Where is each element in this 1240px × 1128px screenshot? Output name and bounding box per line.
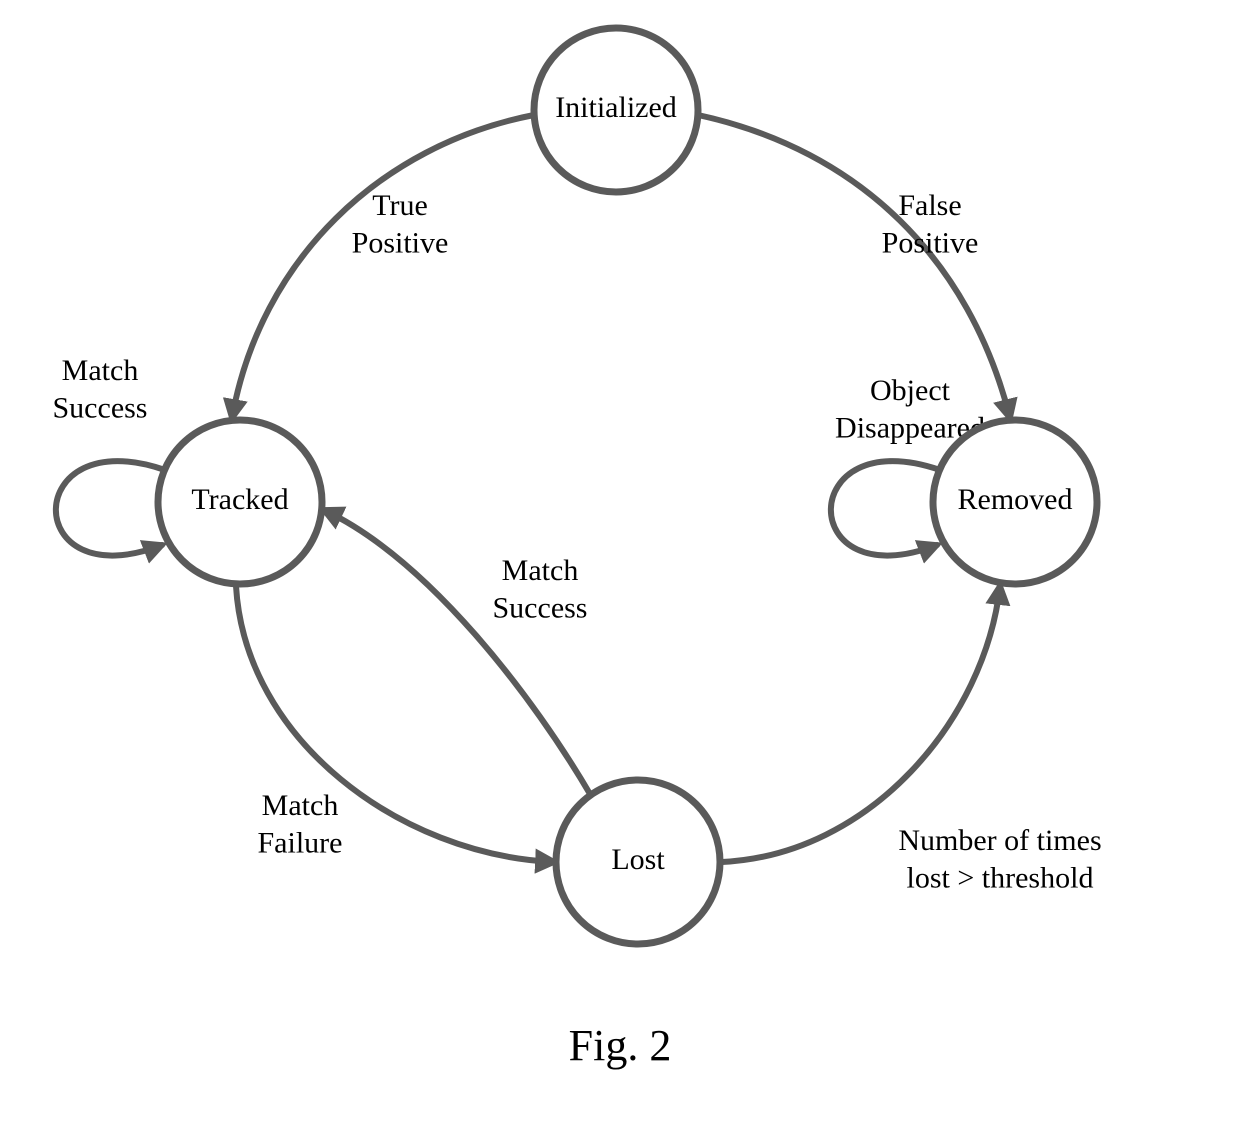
edge-lost-to-removed	[722, 586, 1000, 862]
edge-label-lost-to-tracked: MatchSuccess	[493, 554, 588, 625]
edge-label-lost-to-removed: Number of timeslost > threshold	[898, 824, 1101, 895]
edge-label-tracked-to-lost: MatchFailure	[258, 789, 343, 860]
edge-label-init-to-tracked: TruePositive	[352, 189, 449, 260]
node-initialized: Initialized	[534, 28, 698, 192]
node-removed: Removed	[933, 420, 1097, 584]
node-label-removed: Removed	[958, 483, 1073, 516]
state-diagram: TruePositive FalsePositive MatchSuccess Obj…	[0, 0, 1240, 1128]
edge-label-tracked-self: MatchSuccess	[53, 354, 148, 425]
edge-lost-to-tracked	[324, 510, 590, 794]
edge-init-to-removed	[698, 115, 1010, 418]
node-tracked: Tracked	[158, 420, 322, 584]
node-label-initialized: Initialized	[555, 91, 677, 124]
edge-tracked-self	[56, 461, 165, 555]
edge-label-init-to-removed: FalsePositive	[882, 189, 979, 260]
figure-caption: Fig. 2	[569, 1021, 672, 1070]
edge-init-to-tracked	[232, 115, 534, 418]
node-label-tracked: Tracked	[191, 483, 288, 516]
node-lost: Lost	[556, 780, 720, 944]
node-label-lost: Lost	[611, 843, 665, 876]
edge-removed-self	[831, 461, 940, 555]
edge-label-removed-self: ObjectDisappeared	[835, 374, 985, 445]
